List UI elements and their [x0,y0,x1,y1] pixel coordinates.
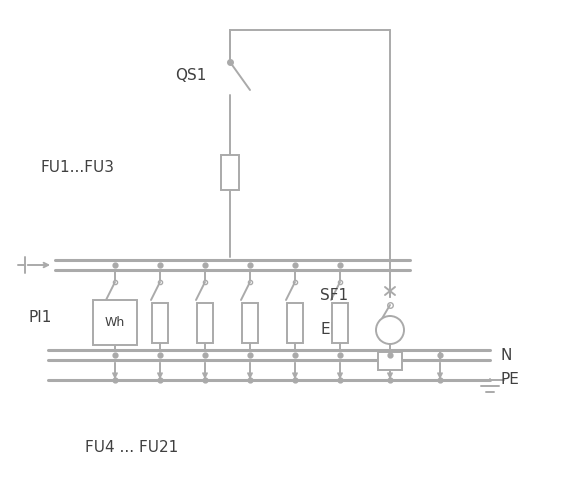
Text: PE: PE [500,372,519,387]
Text: N: N [500,348,511,362]
Text: EL1: EL1 [320,323,348,337]
Text: QS1: QS1 [175,68,206,83]
Bar [221,155,239,190]
Text: FU4 ... FU21: FU4 ... FU21 [85,441,178,456]
Bar [152,303,168,343]
Bar [197,303,213,343]
Bar [242,303,258,343]
Bar [287,303,303,343]
Bar [378,352,402,370]
Bar [332,303,348,343]
Bar [107,303,123,343]
Text: Wh: Wh [105,316,125,329]
Bar [93,300,137,345]
Text: PI1: PI1 [28,311,51,325]
Text: FU1...FU3: FU1...FU3 [40,160,114,176]
Circle shape [376,316,404,344]
Text: SF1: SF1 [320,288,348,303]
